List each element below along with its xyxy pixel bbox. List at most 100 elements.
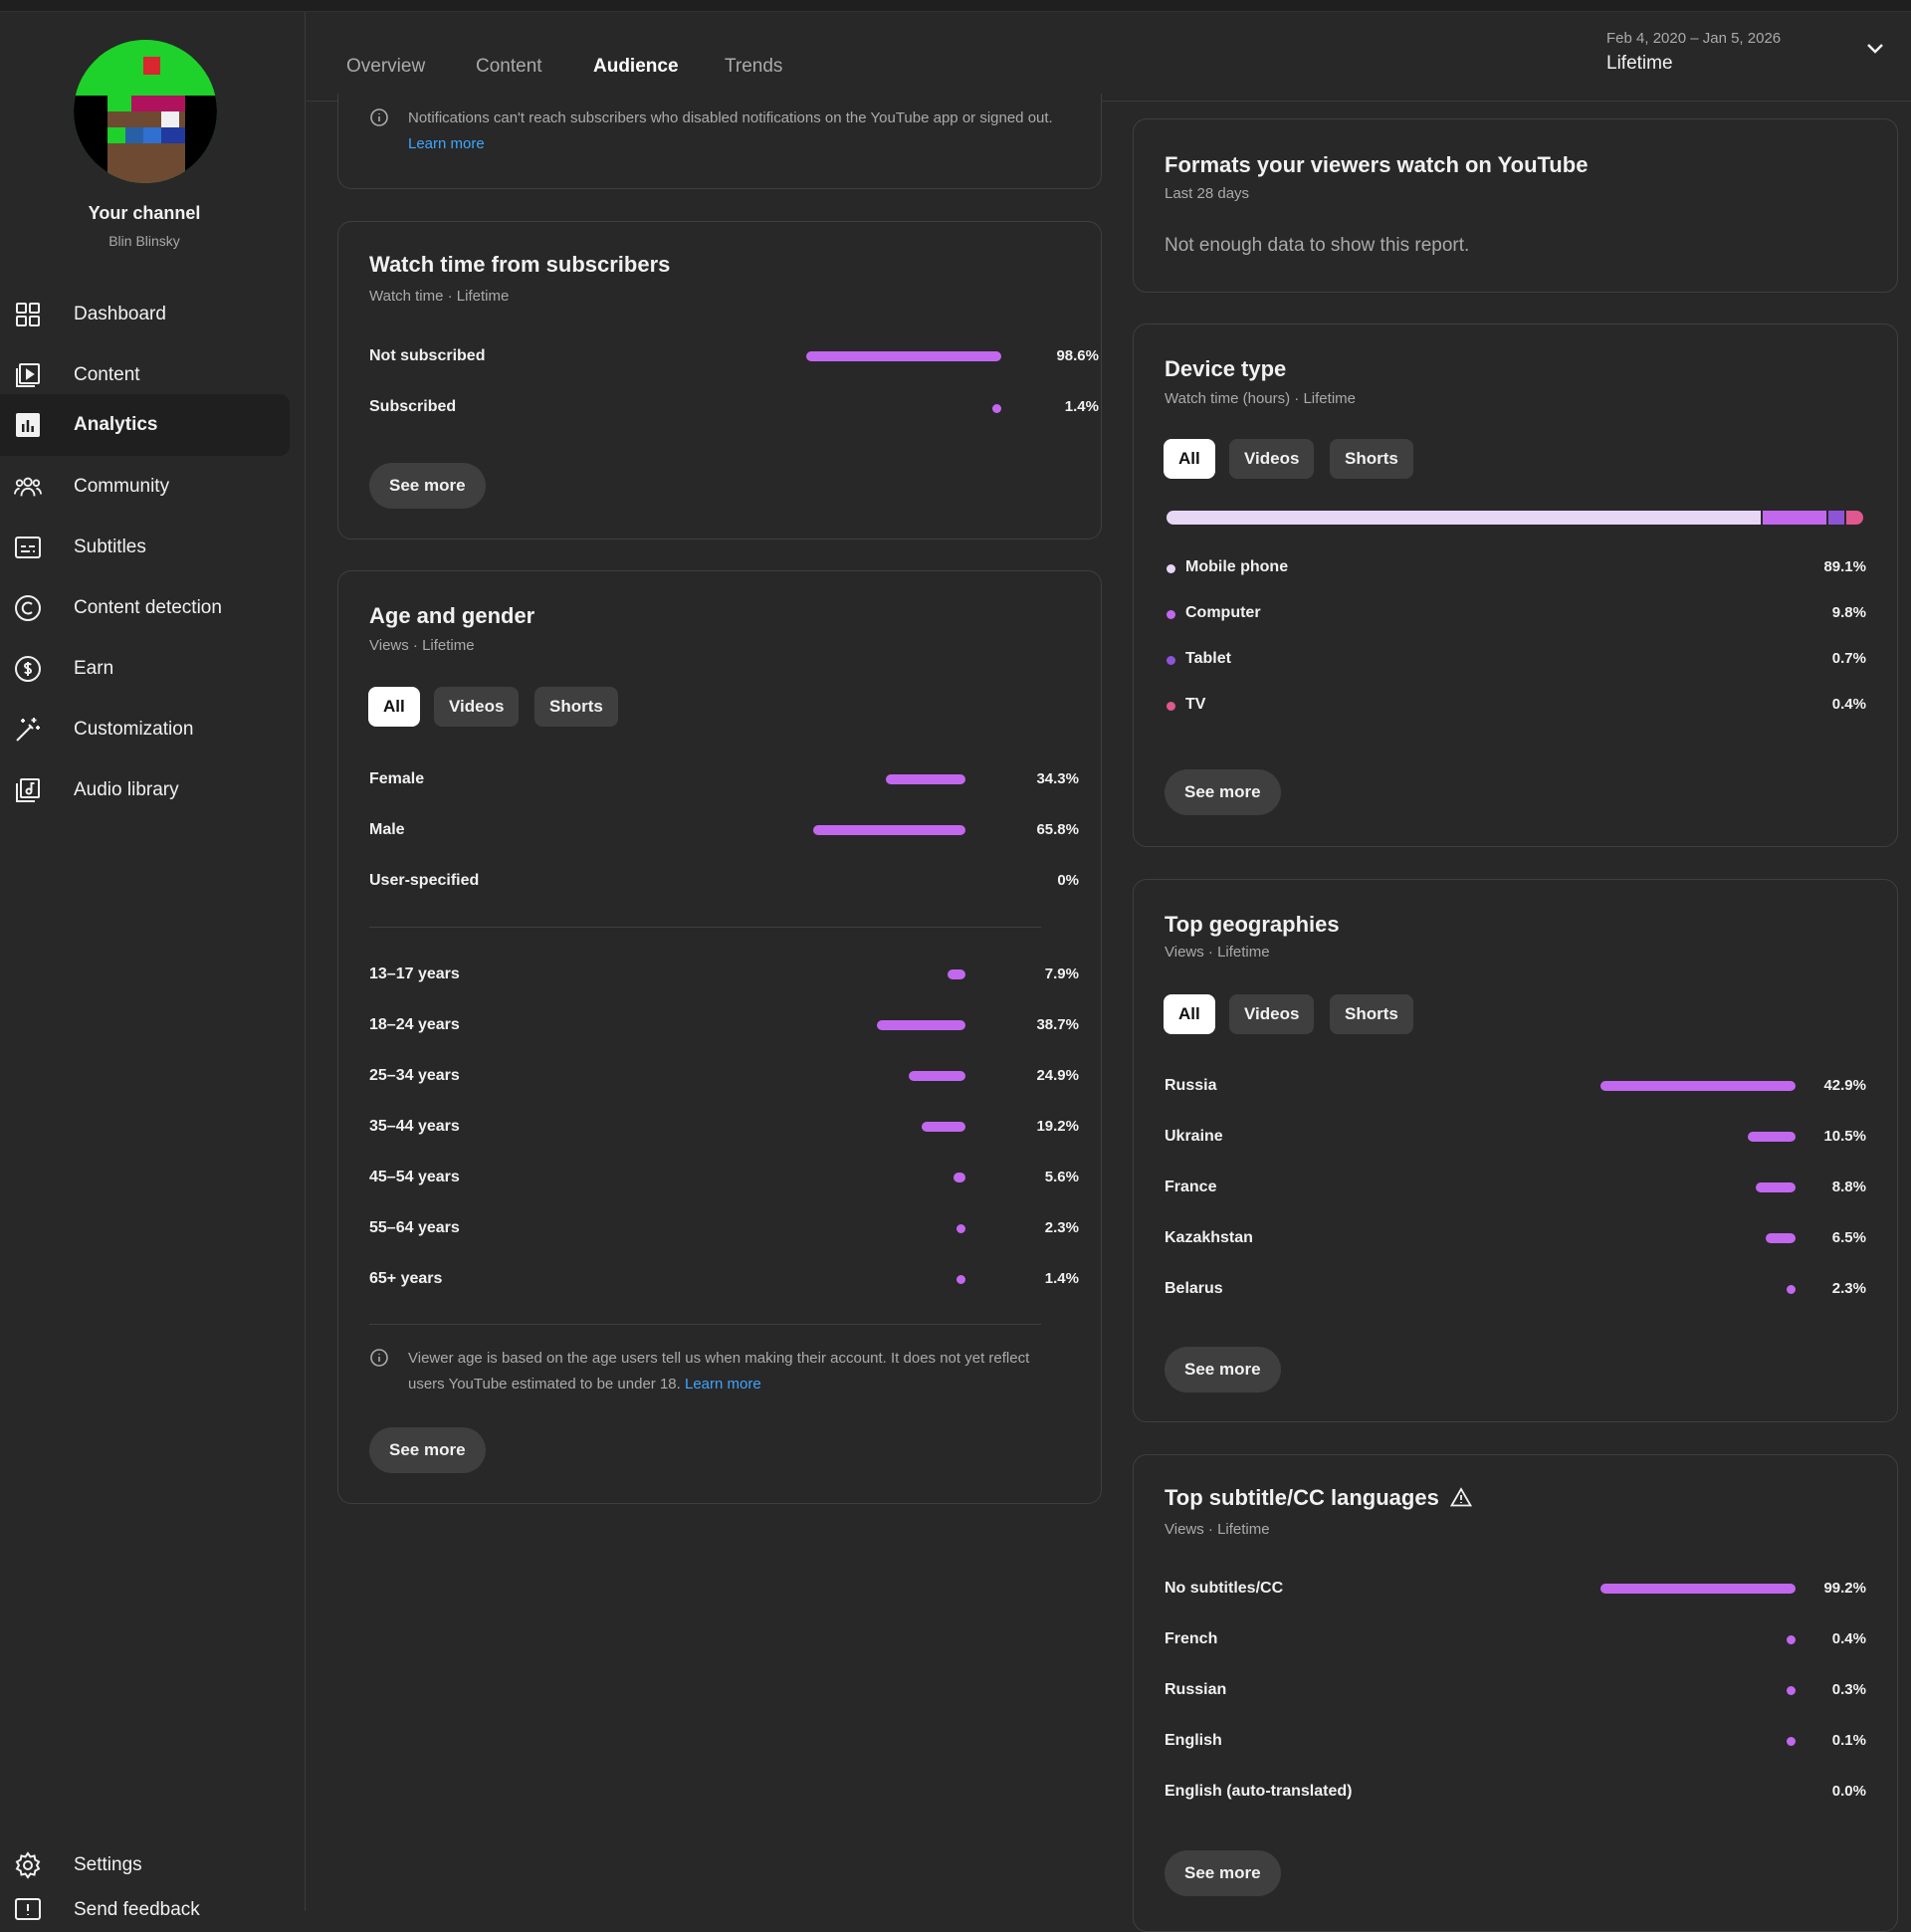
bar-age-13-17 (948, 969, 965, 979)
bar-ukraine (1748, 1132, 1796, 1142)
divider (369, 927, 1041, 928)
row-label: Ukraine (1165, 1128, 1223, 1145)
see-more-button[interactable]: See more (1165, 1347, 1281, 1393)
card-title: Formats your viewers watch on YouTube (1165, 152, 1589, 177)
subtitles-icon (14, 534, 42, 561)
avatar[interactable] (74, 40, 217, 183)
tab-overview[interactable]: Overview (346, 56, 426, 77)
row-value: 1.4% (1044, 1270, 1079, 1287)
bar-age-25-34 (909, 1071, 965, 1081)
card-subtitle: Watch time (hours) · Lifetime (1165, 390, 1356, 407)
notifications-card: Notifications can't reach subscribers wh… (337, 94, 1102, 189)
see-more-button[interactable]: See more (1165, 769, 1281, 815)
row-label: 18–24 years (369, 1016, 460, 1033)
row-value: 5.6% (1044, 1169, 1079, 1185)
see-more-button[interactable]: See more (369, 1427, 486, 1473)
gear-icon (14, 1851, 42, 1879)
bar-age-45-54 (954, 1173, 965, 1182)
row-value: 0.7% (1831, 650, 1866, 667)
warning-icon[interactable] (1449, 1487, 1473, 1512)
row-label: Female (369, 770, 425, 787)
community-icon (14, 473, 42, 501)
chip-videos[interactable]: Videos (1229, 994, 1315, 1034)
audio-library-icon (14, 776, 42, 804)
row-label: Russian (1165, 1681, 1227, 1698)
row-value: 99.2% (1823, 1580, 1866, 1597)
formats-card: Formats your viewers watch on YouTube La… (1133, 118, 1898, 293)
legend-dot (1167, 702, 1175, 711)
sidebar-item-label: Content detection (74, 597, 222, 618)
tab-trends[interactable]: Trends (725, 56, 783, 77)
tab-content[interactable]: Content (476, 56, 542, 77)
learn-more-link[interactable]: Learn more (408, 135, 485, 152)
card-subtitle: Views · Lifetime (1165, 944, 1270, 961)
dollar-icon (14, 655, 42, 683)
sidebar-item-customization[interactable]: Customization (0, 699, 290, 760)
row-label: English (1165, 1732, 1222, 1749)
sidebar-item-community[interactable]: Community (0, 456, 290, 518)
chip-shorts[interactable]: Shorts (534, 687, 618, 727)
tab-audience[interactable]: Audience (593, 56, 679, 77)
chip-videos[interactable]: Videos (434, 687, 520, 727)
row-label: Belarus (1165, 1280, 1223, 1297)
chip-all[interactable]: All (1164, 994, 1215, 1034)
card-title: Top subtitle/CC languages (1165, 1485, 1439, 1510)
subtitle-languages-card: Top subtitle/CC languages Views · Lifeti… (1133, 1454, 1898, 1932)
legend-dot (1167, 610, 1175, 619)
row-value: 6.5% (1831, 1229, 1866, 1246)
chip-videos[interactable]: Videos (1229, 439, 1315, 479)
sidebar-item-subtitles[interactable]: Subtitles (0, 517, 290, 578)
row-value: 2.3% (1831, 1280, 1866, 1297)
bar-french (1787, 1635, 1796, 1644)
sidebar-item-content[interactable]: Content (0, 344, 290, 406)
bar-female (886, 774, 965, 784)
chip-all[interactable]: All (368, 687, 420, 727)
segment-tablet (1828, 511, 1844, 525)
age-note: Viewer age is based on the age users tel… (408, 1350, 1030, 1393)
top-geographies-card: Top geographies Views · Lifetime All Vid… (1133, 879, 1898, 1422)
sidebar-item-label: Subtitles (74, 537, 146, 557)
sidebar-item-analytics[interactable]: Analytics (0, 394, 290, 456)
sidebar-item-feedback[interactable]: Send feedback (0, 1893, 290, 1923)
bar-no-subtitles (1600, 1584, 1796, 1594)
row-value: 8.8% (1831, 1179, 1866, 1195)
device-stacked-bar (1167, 511, 1863, 525)
bar-subscribed (992, 404, 1001, 413)
bar-not-subscribed (806, 351, 1001, 361)
sidebar-item-settings[interactable]: Settings (0, 1834, 290, 1896)
row-value: 65.8% (1036, 821, 1079, 838)
notifications-note: Notifications can't reach subscribers wh… (408, 109, 1053, 152)
see-more-button[interactable]: See more (1165, 1850, 1281, 1896)
row-value: 9.8% (1831, 604, 1866, 621)
see-more-button[interactable]: See more (369, 463, 486, 509)
row-value: 0.4% (1831, 1630, 1866, 1647)
row-label: 35–44 years (369, 1118, 460, 1135)
copyright-icon (14, 594, 42, 622)
chevron-down-icon (1865, 42, 1885, 61)
chip-all[interactable]: All (1164, 439, 1215, 479)
row-label: No subtitles/CC (1165, 1580, 1284, 1597)
top-strip (0, 0, 1911, 12)
sidebar-item-dashboard[interactable]: Dashboard (0, 284, 290, 345)
age-gender-card: Age and gender Views · Lifetime All Vide… (337, 570, 1102, 1504)
chip-shorts[interactable]: Shorts (1330, 439, 1413, 479)
legend-label: Mobile phone (1185, 558, 1289, 575)
segment-mobile-phone (1167, 511, 1761, 525)
card-title: Watch time from subscribers (369, 252, 671, 277)
legend-label: Computer (1185, 604, 1261, 621)
segment-computer (1763, 511, 1826, 525)
no-data-message: Not enough data to show this report. (1165, 235, 1470, 256)
bar-age-35-44 (922, 1122, 965, 1132)
dashboard-icon (14, 301, 42, 328)
device-type-card: Device type Watch time (hours) · Lifetim… (1133, 323, 1898, 847)
row-label: Subscribed (369, 398, 457, 415)
bar-male (813, 825, 965, 835)
card-subtitle: Watch time · Lifetime (369, 288, 510, 305)
sidebar-item-earn[interactable]: Earn (0, 638, 290, 700)
sidebar-item-audio-library[interactable]: Audio library (0, 759, 290, 821)
chip-shorts[interactable]: Shorts (1330, 994, 1413, 1034)
learn-more-link[interactable]: Learn more (684, 1376, 761, 1393)
row-label: Russia (1165, 1077, 1217, 1094)
row-label: English (auto-translated) (1165, 1783, 1353, 1800)
sidebar-item-content-detection[interactable]: Content detection (0, 577, 290, 639)
